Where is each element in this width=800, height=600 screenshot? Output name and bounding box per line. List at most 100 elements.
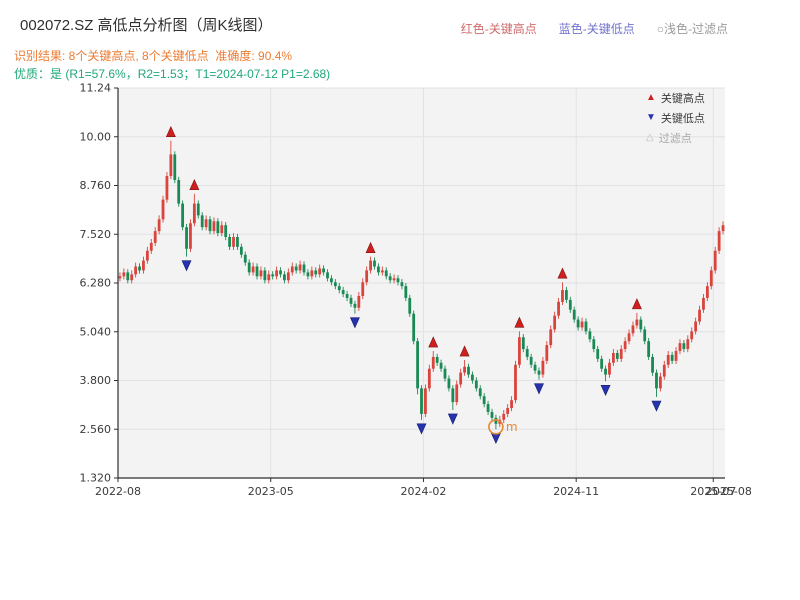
candle-body	[396, 278, 400, 283]
candle-body	[345, 294, 349, 298]
legend-row-key-high: ▲ 关键高点	[646, 90, 705, 106]
y-tick-label: 6.280	[80, 277, 112, 290]
candle-body	[651, 356, 654, 373]
candle-body	[212, 221, 216, 232]
candle-body	[658, 376, 662, 389]
candle-body	[145, 250, 149, 261]
x-tick-label: 2025-08	[706, 485, 752, 498]
candle-body	[294, 266, 298, 271]
candle-body	[490, 411, 494, 418]
candle-body	[474, 380, 478, 389]
candle-body	[181, 203, 185, 228]
candle-body	[165, 176, 169, 200]
y-tick-label: 2.560	[80, 423, 112, 436]
candle-body	[130, 274, 134, 281]
candle-body	[373, 260, 376, 267]
candle-body	[482, 396, 486, 405]
candle-body	[400, 282, 404, 287]
candle-body	[459, 372, 463, 385]
candle-body	[189, 223, 192, 249]
candle-body	[408, 297, 412, 314]
candle-body	[153, 231, 157, 243]
candle-body	[349, 297, 353, 304]
candle-body	[204, 219, 208, 228]
candle-body	[506, 408, 510, 414]
candle-body	[353, 303, 357, 308]
x-tick-label: 2024-11	[553, 485, 599, 498]
candle-body	[185, 227, 188, 249]
candle-body	[467, 366, 470, 375]
candle-body	[705, 286, 709, 298]
candle-body	[341, 290, 345, 295]
candle-body	[337, 286, 341, 291]
candle-body	[529, 356, 533, 365]
key-high-marker	[189, 179, 200, 191]
filtered-point-marker	[488, 419, 504, 435]
legend-row-key-low: ▼ 关键低点	[646, 110, 705, 126]
candle-body	[478, 388, 482, 397]
key-low-marker	[181, 260, 192, 272]
chart-legend: ▲ 关键高点 ▼ 关键低点 △ 过滤点	[646, 90, 705, 146]
x-tick-label: 2022-08	[95, 485, 141, 498]
top-legend-key-high: 红色-关键高点	[460, 22, 537, 36]
candle-body	[392, 278, 396, 281]
candle-body	[192, 203, 196, 224]
candle-body	[431, 356, 435, 369]
quality-line: 优质：是 (R1=57.6%，R2=1.53；T1=2024-07-12 P1=…	[14, 67, 331, 81]
candle-body	[698, 309, 701, 322]
key-low-marker	[416, 423, 427, 435]
candle-body	[561, 290, 564, 302]
candle-body	[596, 349, 600, 359]
candle-body	[435, 356, 439, 363]
candle-body	[702, 297, 705, 310]
candle-body	[486, 404, 490, 412]
x-tick-label: 2024-02	[400, 485, 446, 498]
candle-body	[451, 388, 455, 403]
candle-body	[662, 364, 666, 377]
legend-key-low-label: 关键低点	[660, 113, 705, 125]
candle-body	[369, 260, 372, 271]
candle-body	[259, 270, 263, 277]
candle-body	[518, 337, 521, 365]
key-high-marker	[365, 241, 376, 253]
candle-body	[267, 274, 271, 281]
candle-body	[713, 250, 717, 271]
candle-body	[118, 276, 122, 279]
candle-body	[541, 360, 545, 375]
candle-body	[161, 199, 165, 220]
key-low-marker	[600, 384, 611, 397]
candle-body	[666, 354, 670, 365]
candle-body	[412, 313, 416, 342]
candle-body	[290, 266, 294, 273]
candle-body	[302, 264, 306, 273]
legend-row-filtered: △ 过滤点	[646, 130, 705, 146]
y-tick-label: 3.800	[80, 374, 112, 387]
candle-body	[611, 352, 615, 363]
y-tick-label: 1.320	[80, 472, 112, 485]
recognition-result: 识别结果: 8个关键高点, 8个关键低点 准确度: 90.4%	[14, 49, 293, 63]
candle-body	[537, 370, 541, 375]
candle-body	[576, 319, 580, 328]
y-tick-label: 10.00	[80, 130, 112, 143]
candle-body	[251, 266, 255, 273]
candle-body	[721, 225, 725, 232]
page-title: 002072.SZ 高低点分析图（周K线图）	[20, 17, 273, 34]
candle-body	[580, 321, 584, 328]
candle-body	[149, 242, 153, 251]
candle-body	[564, 290, 568, 300]
candle-body	[502, 413, 506, 420]
candle-body	[709, 270, 713, 287]
candle-body	[639, 319, 643, 330]
candle-body	[690, 331, 694, 340]
candle-body	[572, 309, 576, 320]
candle-body	[388, 276, 392, 281]
candle-body	[525, 349, 529, 357]
candle-body	[494, 417, 498, 424]
candle-body	[608, 362, 611, 375]
filtered-point-label: m	[506, 420, 518, 434]
candle-body	[126, 272, 130, 281]
candle-body	[122, 272, 126, 277]
y-tick-label: 5.040	[80, 325, 112, 338]
